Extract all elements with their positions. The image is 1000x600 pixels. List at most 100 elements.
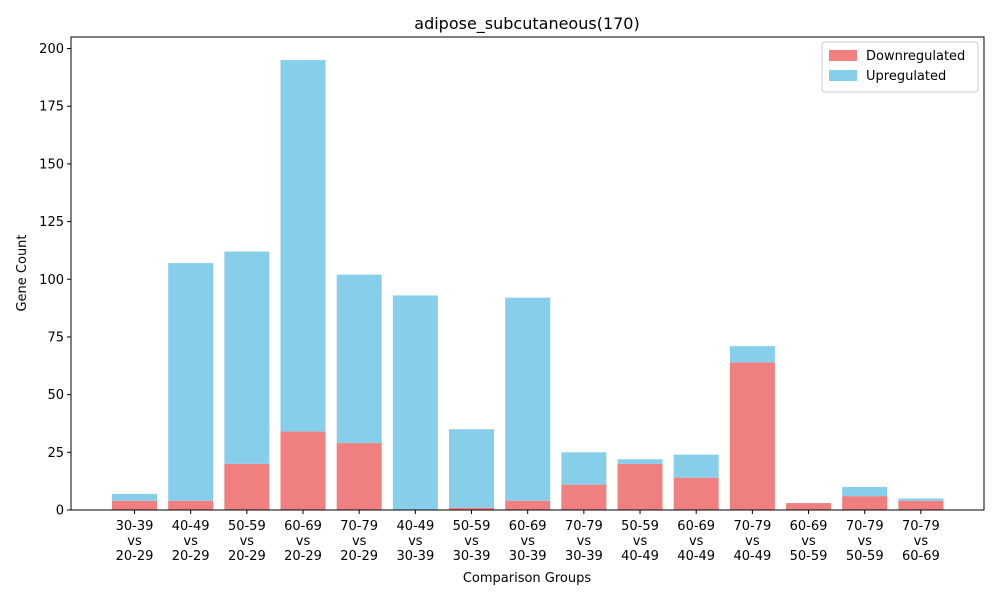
y-axis-label: Gene Count: [15, 234, 30, 311]
x-tick-label-line: 20-29: [340, 549, 378, 564]
x-tick-label-line: 70-79: [902, 519, 940, 534]
x-tick-label-line: vs: [689, 534, 704, 549]
x-tick-label-line: 70-79: [733, 519, 771, 534]
x-tick-label-line: 50-59: [228, 519, 266, 534]
bar-downregulated-1: [168, 500, 214, 510]
x-tick-label: 40-49 vs 20-29: [172, 519, 210, 564]
bar-downregulated-13: [842, 496, 888, 510]
x-tick-label: 70-79 vs 20-29: [340, 519, 378, 564]
x-tick-label-line: 40-49: [396, 519, 434, 534]
x-tick-label-line: 20-29: [228, 549, 266, 564]
legend-label-upregulated: Upregulated: [866, 69, 946, 84]
legend-swatch-downregulated: [829, 50, 857, 61]
legend-label-downregulated: Downregulated: [866, 49, 965, 64]
y-axis: 0 25 50 75 100 125 150 175 200: [39, 42, 71, 519]
bar-downregulated-2: [224, 463, 270, 510]
y-tick-label: 150: [39, 157, 64, 172]
bars-group: [112, 60, 944, 510]
bar-downregulated-11: [729, 362, 775, 510]
x-tick-label-line: 50-59: [621, 519, 659, 534]
x-tick-label-line: 60-69: [509, 519, 547, 534]
x-tick-label-line: 30-39: [565, 549, 603, 564]
x-tick-label-line: vs: [914, 534, 929, 549]
x-tick-label-line: 60-69: [677, 519, 715, 534]
bar-downregulated-7: [505, 500, 551, 510]
bar-upregulated-0: [112, 493, 157, 501]
x-tick-label-line: vs: [577, 534, 592, 549]
x-tick-label-line: 30-39: [116, 519, 154, 534]
x-tick-label: 70-79 vs 40-49: [733, 519, 771, 564]
x-tick-label-line: 70-79: [846, 519, 884, 534]
bar-upregulated-8: [561, 452, 607, 485]
bar-downregulated-9: [617, 463, 663, 510]
x-tick-label: 40-49 vs 30-39: [396, 519, 434, 564]
y-tick-label: 175: [39, 100, 64, 115]
bar-upregulated-4: [336, 274, 382, 444]
x-tick-label: 50-59 vs 40-49: [621, 519, 659, 564]
x-tick-label: 50-59 vs 20-29: [228, 519, 266, 564]
bar-downregulated-10: [673, 477, 719, 510]
x-tick-label: 60-69 vs 30-39: [509, 519, 547, 564]
bar-downregulated-4: [336, 443, 382, 510]
bar-upregulated-13: [842, 486, 888, 497]
x-tick-label-line: 20-29: [172, 549, 210, 564]
x-tick-label-line: 60-69: [902, 549, 940, 564]
x-tick-label-line: 40-49: [621, 549, 659, 564]
chart-title: adipose_subcutaneous(170): [414, 14, 639, 34]
x-tick-label-line: 40-49: [677, 549, 715, 564]
x-tick-label-line: vs: [352, 534, 367, 549]
bar-upregulated-11: [729, 346, 775, 363]
x-tick-label-line: 40-49: [172, 519, 210, 534]
bar-upregulated-9: [617, 459, 663, 464]
x-tick-label-line: vs: [127, 534, 142, 549]
x-tick-label-line: 50-59: [790, 549, 828, 564]
x-tick-label-line: 70-79: [340, 519, 378, 534]
x-tick-label: 50-59 vs 30-39: [453, 519, 491, 564]
legend-swatch-upregulated: [829, 70, 857, 81]
bar-downregulated-14: [898, 500, 944, 510]
bar-downregulated-3: [280, 431, 326, 510]
x-tick-label-line: vs: [183, 534, 198, 549]
x-tick-label-line: vs: [520, 534, 535, 549]
x-axis-label: Comparison Groups: [463, 571, 592, 586]
x-tick-label-line: vs: [633, 534, 648, 549]
x-tick-label-line: 20-29: [284, 549, 322, 564]
y-tick-label: 0: [56, 504, 64, 519]
bar-upregulated-1: [168, 263, 214, 501]
x-tick-label: 60-69 vs 20-29: [284, 519, 322, 564]
x-tick-label-line: 40-49: [733, 549, 771, 564]
bar-upregulated-10: [673, 454, 719, 478]
x-tick-label-line: 20-29: [116, 549, 154, 564]
y-tick-label: 75: [47, 330, 64, 345]
x-tick-label-line: 30-39: [453, 549, 491, 564]
y-tick-label: 125: [39, 215, 64, 230]
legend: Downregulated Upregulated: [821, 41, 979, 93]
bar-downregulated-6: [449, 507, 495, 510]
x-tick-label-line: 30-39: [396, 549, 434, 564]
bar-upregulated-2: [224, 251, 270, 464]
x-tick-label-line: 30-39: [509, 549, 547, 564]
legend-box: [821, 41, 979, 93]
x-tick-label-line: vs: [408, 534, 423, 549]
x-tick-label-line: 70-79: [565, 519, 603, 534]
bar-upregulated-7: [505, 297, 551, 501]
x-tick-label-line: 50-59: [453, 519, 491, 534]
x-tick-label-line: vs: [464, 534, 479, 549]
x-tick-label-line: 60-69: [284, 519, 322, 534]
y-tick-label: 25: [47, 446, 64, 461]
x-tick-label: 70-79 vs 30-39: [565, 519, 603, 564]
y-tick-label: 100: [39, 273, 64, 288]
bar-downregulated-8: [561, 484, 607, 510]
x-tick-label: 70-79 vs 60-69: [902, 519, 940, 564]
x-tick-label: 30-39 vs 20-29: [116, 519, 154, 564]
bar-downregulated-12: [786, 503, 832, 510]
x-tick-label: 60-69 vs 40-49: [677, 519, 715, 564]
x-tick-label-line: vs: [857, 534, 872, 549]
x-tick-label-line: vs: [801, 534, 816, 549]
y-tick-label: 50: [47, 388, 64, 403]
bar-upregulated-14: [898, 498, 944, 501]
x-tick-label: 60-69 vs 50-59: [790, 519, 828, 564]
bar-upregulated-3: [280, 60, 326, 432]
